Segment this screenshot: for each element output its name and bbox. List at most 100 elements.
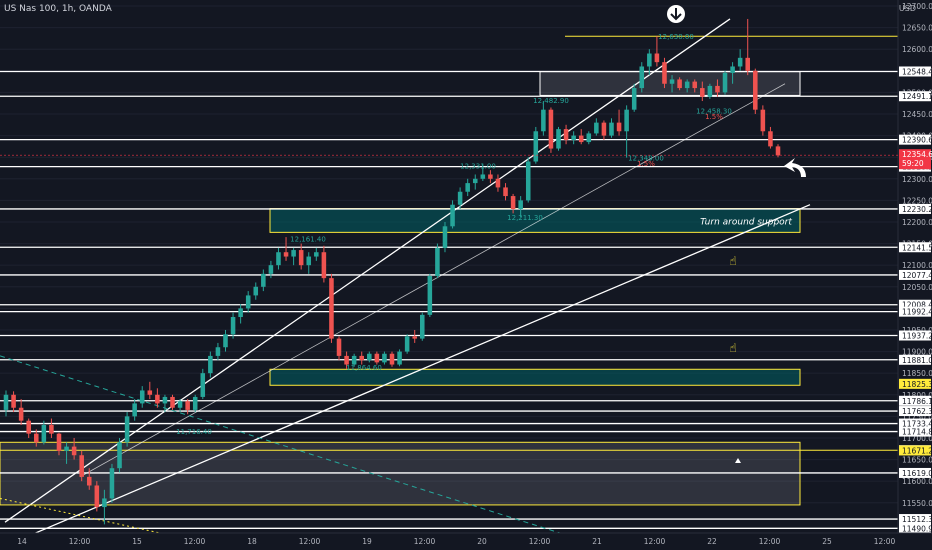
price-annotation: 11,716.40 — [176, 428, 212, 436]
candle-body — [472, 178, 478, 184]
candle-body — [525, 161, 531, 201]
level-badge-label: 12491.1 — [902, 92, 932, 101]
candle-body — [291, 250, 296, 257]
y-tick-label: 12050.0 — [902, 283, 932, 292]
candle-body — [223, 334, 228, 348]
candle-body — [18, 407, 24, 421]
candle-body — [382, 353, 387, 363]
candle-body — [715, 85, 720, 93]
candle-body — [351, 355, 357, 365]
candle-body — [329, 278, 334, 339]
candle-body — [132, 403, 137, 417]
y-tick-label: 12100.0 — [902, 261, 932, 270]
x-tick-label: 12:00 — [529, 537, 551, 546]
hand-pointer-icon: ☝ — [729, 254, 736, 268]
candle-body — [162, 396, 168, 404]
candle-body — [238, 308, 243, 318]
y-tick-label: 12600.0 — [902, 45, 932, 54]
candle-body — [647, 53, 652, 67]
candle-body — [11, 394, 16, 408]
candle-body — [389, 353, 395, 365]
y-tick-label: 12200.0 — [902, 218, 932, 227]
candle-body — [261, 273, 266, 287]
y-tick-label: 11850.0 — [902, 369, 932, 378]
trendline — [79, 83, 786, 478]
price-annotation: 11,864.60 — [346, 364, 382, 372]
x-tick-label: 12:00 — [184, 537, 206, 546]
y-tick-label: 11550.0 — [902, 499, 932, 508]
candle-body — [427, 275, 433, 315]
candle-body — [669, 79, 675, 84]
up-arrow-icon — [735, 458, 741, 463]
candle-body — [609, 122, 614, 136]
candle-body — [109, 468, 115, 499]
x-tick-label: 22 — [707, 537, 717, 546]
y-tick-label: 11600.0 — [902, 477, 932, 486]
candle-body — [71, 446, 77, 456]
candle-body — [276, 252, 281, 266]
level-badge-label: 12008.4 — [902, 301, 932, 310]
x-tick-label: 21 — [592, 537, 602, 546]
candle-body — [737, 57, 743, 67]
x-tick-label: 12:00 — [874, 537, 896, 546]
candle-body — [94, 485, 100, 508]
candle-body — [200, 373, 206, 397]
y-tick-label: 11750.0 — [902, 412, 932, 421]
level-badge-label: 12077.4 — [902, 271, 932, 280]
price-annotation: 12,458.30 — [696, 107, 732, 115]
level-badge-label: 11881.0 — [902, 356, 932, 365]
candle-body — [578, 135, 584, 143]
level-badge-label: 12230.2 — [902, 205, 932, 214]
level-badge-label: 11714.8 — [902, 428, 932, 437]
price-annotation: 12,211.30 — [507, 214, 543, 222]
level-badge-label: 11937.2 — [902, 332, 932, 341]
down-arrow-glyph — [670, 8, 682, 21]
x-tick-label: 20 — [477, 537, 487, 546]
trendline — [9, 204, 811, 545]
level-badge — [899, 523, 931, 534]
price-annotation: 1.5% — [637, 160, 655, 168]
y-tick-label: 11950.0 — [902, 326, 932, 335]
candle-body — [3, 394, 9, 410]
level-badge — [899, 134, 931, 145]
highlight-badge-label: 11825.3 — [902, 380, 932, 389]
candle-body — [124, 416, 130, 443]
level-badge-label: 11733.4 — [902, 420, 932, 429]
candle-body — [420, 314, 425, 339]
level-badge-label: 11512.3 — [902, 515, 932, 524]
candle-body — [503, 187, 508, 197]
y-tick-label: 12250.0 — [902, 196, 932, 205]
candle-body — [344, 355, 349, 365]
candle-body — [465, 183, 470, 192]
y-tick-label: 12450.0 — [902, 110, 932, 119]
x-tick-label: 12:00 — [414, 537, 436, 546]
candle-body — [586, 133, 592, 143]
level-badge-label: 11490.9 — [902, 524, 932, 533]
candle-body — [518, 200, 523, 210]
candle-body — [760, 109, 766, 132]
price-annotation: 12,630.00 — [658, 33, 694, 41]
candle-body — [541, 109, 546, 132]
price-annotation: 1.5% — [705, 113, 723, 121]
candle-body — [556, 129, 561, 149]
candle-body — [314, 252, 319, 257]
y-tick-label: 11700.0 — [902, 434, 932, 443]
candle-body — [34, 433, 39, 443]
candle-body — [631, 88, 637, 110]
candle-body — [208, 355, 213, 374]
candle-body — [253, 286, 259, 296]
level-badge — [899, 514, 931, 525]
level-badge-label: 12141.5 — [902, 243, 932, 252]
highlight-badge-label: 11671.2 — [902, 446, 932, 455]
candle-body — [768, 131, 773, 147]
x-tick-label: 12:00 — [759, 537, 781, 546]
time-axis-bg — [0, 533, 932, 550]
price-annotation: 12,349.00 — [628, 155, 664, 163]
candle-body — [245, 295, 251, 309]
level-badge-label: 11786.1 — [902, 397, 932, 406]
candle-body — [533, 131, 539, 162]
y-tick-label: 11800.0 — [902, 391, 932, 400]
candle-body — [321, 252, 327, 279]
current-price-timer: 59:20 — [902, 159, 924, 168]
currency-label: USD — [898, 4, 916, 13]
